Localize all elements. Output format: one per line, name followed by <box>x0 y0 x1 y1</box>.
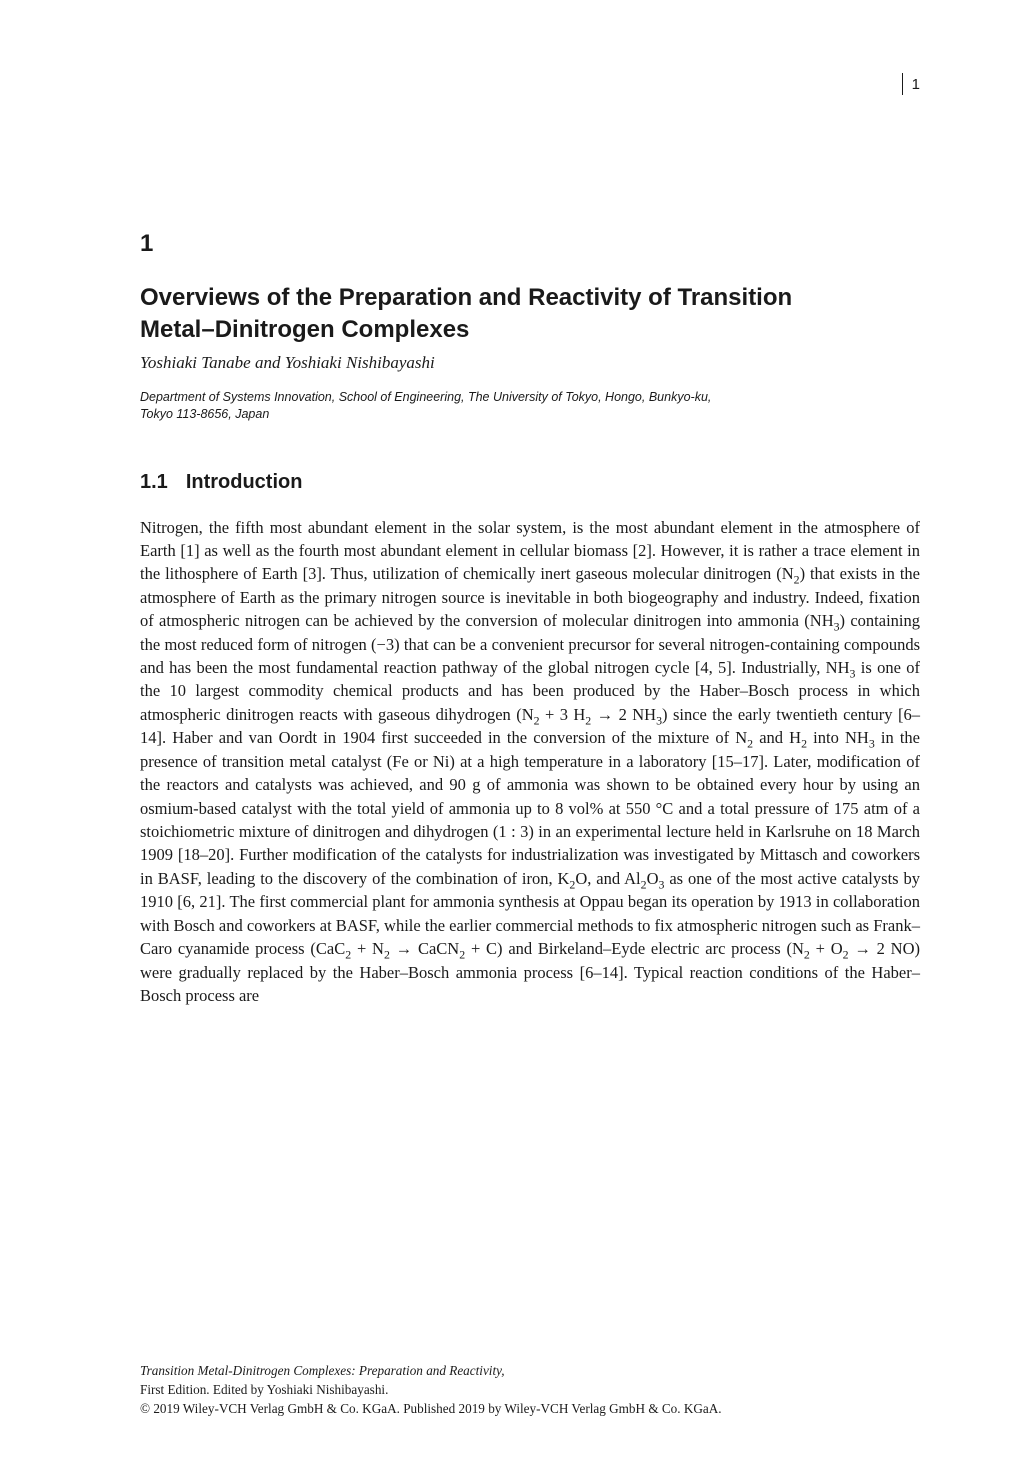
footer-book-title: Transition Metal-Dinitrogen Complexes: P… <box>140 1363 505 1378</box>
chapter-title: Overviews of the Preparation and Reactiv… <box>140 282 920 347</box>
footer-edition: First Edition. Edited by Yoshiaki Nishib… <box>140 1382 388 1397</box>
section-title: Introduction <box>186 471 303 493</box>
body-paragraph: Nitrogen, the fifth most abundant elemen… <box>140 516 920 1008</box>
chapter-title-line2: Metal–Dinitrogen Complexes <box>140 316 469 343</box>
affiliation-line1: Department of Systems Innovation, School… <box>140 390 711 404</box>
section-number: 1.1 <box>140 471 168 493</box>
section-heading: 1.1 Introduction <box>140 471 920 494</box>
affiliation-line2: Tokyo 113-8656, Japan <box>140 407 269 421</box>
page-number: 1 <box>912 76 920 93</box>
footer-copyright: © 2019 Wiley-VCH Verlag GmbH & Co. KGaA.… <box>140 1401 722 1416</box>
page-footer: Transition Metal-Dinitrogen Complexes: P… <box>140 1361 920 1418</box>
chapter-affiliation: Department of Systems Innovation, School… <box>140 389 920 423</box>
chapter-authors: Yoshiaki Tanabe and Yoshiaki Nishibayash… <box>140 353 920 373</box>
chapter-title-line1: Overviews of the Preparation and Reactiv… <box>140 284 792 311</box>
chapter-number: 1 <box>140 230 920 258</box>
